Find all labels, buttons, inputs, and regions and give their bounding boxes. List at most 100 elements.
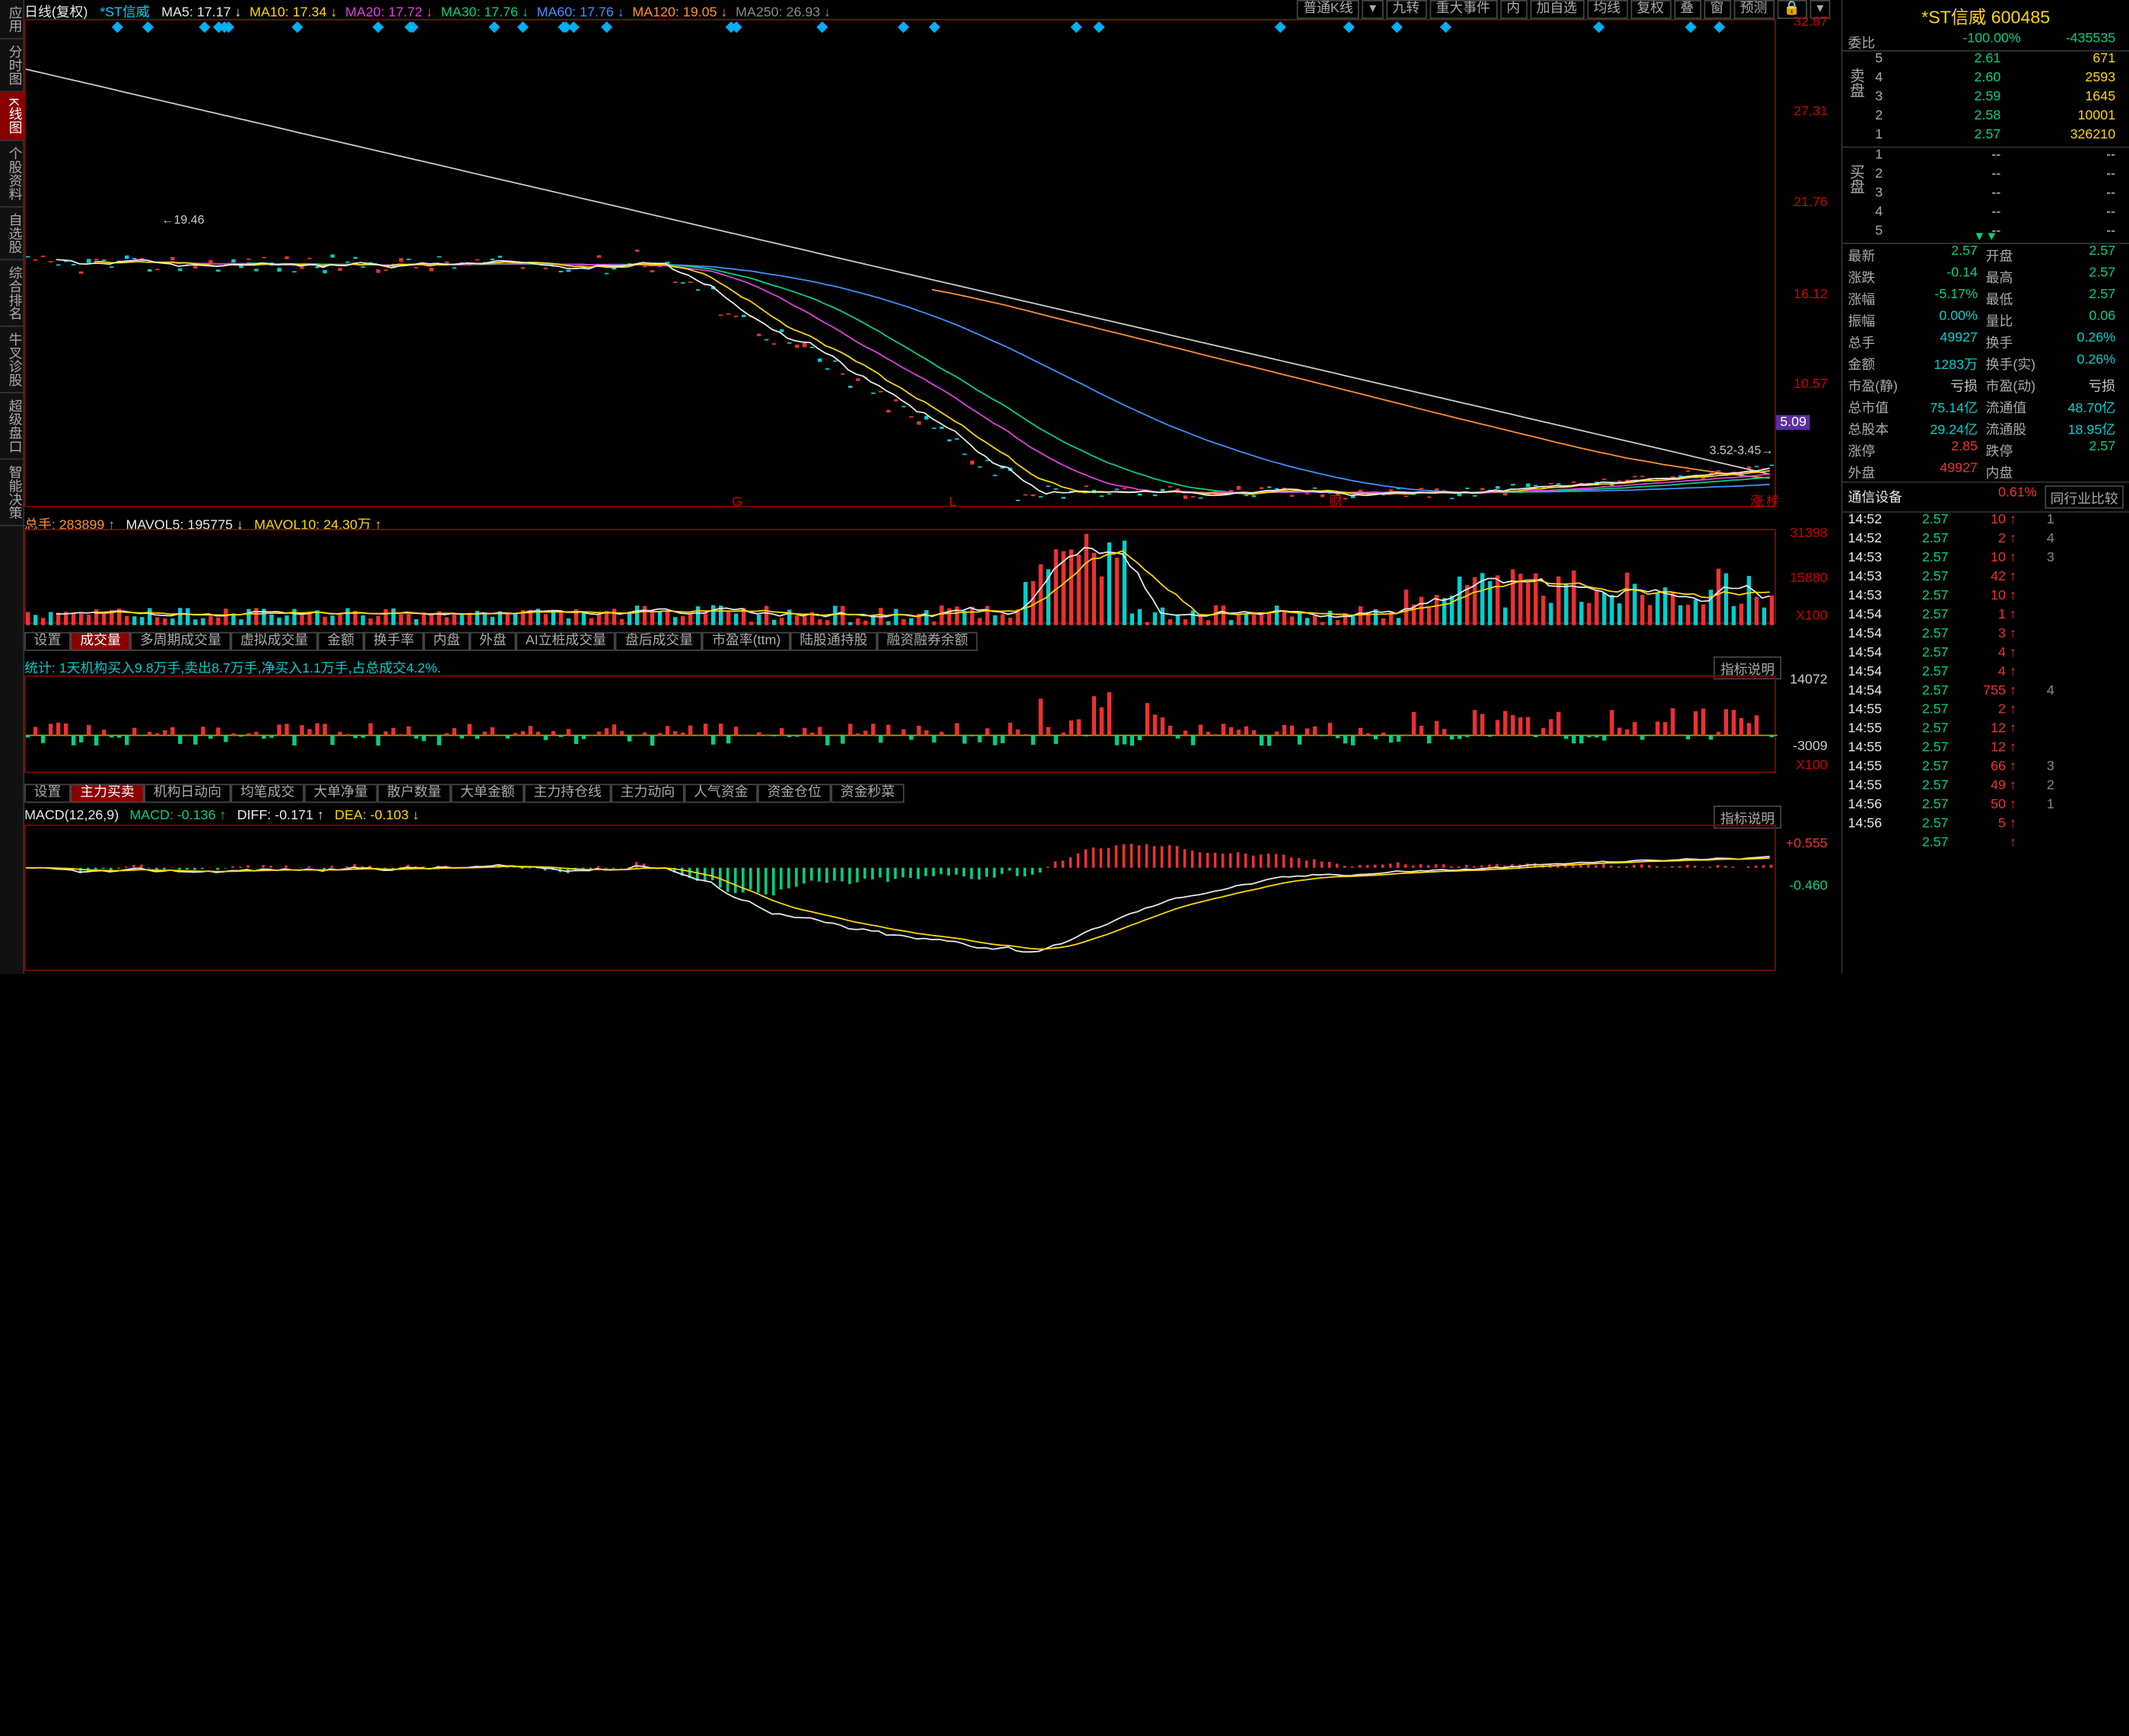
top-button[interactable]: 九转 xyxy=(1386,0,1427,19)
tick-row: 14:552.5749 ↑2 xyxy=(1848,778,2123,797)
sector-compare-button[interactable]: 同行业比较 xyxy=(2045,485,2124,508)
field-label: 跌停 xyxy=(1986,440,2038,460)
ma-indicator: MA20: 17.72 ↓ xyxy=(345,5,433,21)
tab[interactable]: 金额 xyxy=(318,632,364,651)
tick-row: 14:542.573 ↑ xyxy=(1848,627,2123,646)
book-row: 32.591645 xyxy=(1870,90,2129,109)
chart-title: 日线(复权) xyxy=(24,5,87,21)
tab[interactable]: 主力持仓线 xyxy=(524,784,611,803)
flow-y-axis: 14072-3009X100 xyxy=(1776,676,1830,773)
tab[interactable]: 主力买卖 xyxy=(71,784,144,803)
sector-change: 0.61% xyxy=(1998,485,2045,508)
tab[interactable]: 资金秒菜 xyxy=(831,784,904,803)
book-row: 52.61671 xyxy=(1870,52,2129,71)
left-tab-8[interactable]: 智能决策 xyxy=(0,459,26,526)
left-tab-6[interactable]: 牛叉诊股 xyxy=(0,326,26,393)
field-label: 总手 xyxy=(1848,331,1899,351)
tab[interactable]: 陆股通持股 xyxy=(790,632,877,651)
top-button[interactable]: 内 xyxy=(1500,0,1527,19)
field-value: 1283万 xyxy=(1899,353,1985,374)
tab[interactable]: 内盘 xyxy=(424,632,470,651)
tab[interactable]: 机构日动向 xyxy=(144,784,230,803)
svg-text:涨: 涨 xyxy=(1750,494,1764,509)
tick-row: 14:542.574 ↑ xyxy=(1848,665,2123,684)
stock-title: *ST信威 600485 xyxy=(1842,0,2129,31)
top-button[interactable]: 窗 xyxy=(1703,0,1730,19)
tab[interactable]: 融资融券余额 xyxy=(877,632,977,651)
field-label: 涨幅 xyxy=(1848,288,1899,308)
svg-text:L: L xyxy=(949,494,957,509)
field-value: 0.06 xyxy=(2038,309,2124,329)
field-label: 流通值 xyxy=(1986,396,2038,417)
tab[interactable]: 多周期成交量 xyxy=(130,632,230,651)
field-label: 量比 xyxy=(1986,309,2038,329)
macd-indicator: MACD: -0.136 ↑ xyxy=(129,809,226,824)
macd-y-axis: +0.555-0.460 xyxy=(1776,825,1830,971)
tab[interactable]: 成交量 xyxy=(71,632,131,651)
tab[interactable]: 散户数量 xyxy=(377,784,450,803)
volume-chart[interactable] xyxy=(24,529,1776,624)
svg-text:财: 财 xyxy=(1330,494,1343,509)
field-label: 总市值 xyxy=(1848,396,1899,417)
top-button[interactable]: 叠 xyxy=(1673,0,1701,19)
tick-row: 14:522.572 ↑4 xyxy=(1848,532,2123,551)
weibi-diff: -435535 xyxy=(2029,31,2124,50)
left-tab-2[interactable]: K线图 xyxy=(0,92,26,141)
left-tab-7[interactable]: 超级盘口 xyxy=(0,393,26,459)
top-button[interactable]: 均线 xyxy=(1587,0,1628,19)
field-label: 市盈(静) xyxy=(1848,374,1899,395)
y-tick: -0.460 xyxy=(1789,879,1828,894)
tab[interactable]: AI立桩成交量 xyxy=(516,632,615,651)
tab[interactable]: 人气资金 xyxy=(685,784,758,803)
top-button[interactable]: 加自选 xyxy=(1530,0,1584,19)
field-label: 内盘 xyxy=(1986,461,2038,482)
weibi-label: 委比 xyxy=(1848,31,1934,50)
tick-row: 14:552.572 ↑ xyxy=(1848,702,2123,721)
weibi-row: 委比 -100.00% -435535 xyxy=(1842,31,2129,50)
tab[interactable]: 设置 xyxy=(24,632,71,651)
field-label: 开盘 xyxy=(1986,244,2038,265)
field-value: 18.95亿 xyxy=(2038,418,2124,438)
volume-header: 总手: 283899 ↑MAVOL5: 195775 ↓MAVOL10: 24.… xyxy=(24,513,392,529)
macd-indicator: MACD(12,26,9) xyxy=(24,809,119,824)
tick-row: 14:562.575 ↑ xyxy=(1848,816,2123,835)
left-tab-3[interactable]: 个股资料 xyxy=(0,141,26,207)
tab[interactable]: 盘后成交量 xyxy=(615,632,702,651)
field-label: 市盈(动) xyxy=(1986,374,2038,395)
tab[interactable]: 换手率 xyxy=(364,632,424,651)
book-row: 12.57326210 xyxy=(1870,128,2129,147)
ma-indicator: MA5: 17.17 ↓ xyxy=(161,5,241,21)
field-label: 最新 xyxy=(1848,244,1899,265)
top-button[interactable]: 普通K线 xyxy=(1296,0,1359,19)
y-tick: 32.87 xyxy=(1794,14,1828,30)
price-chart[interactable]: ←19.463.52-3.45→GL财涨榜诊 xyxy=(24,19,1776,507)
macd-chart[interactable] xyxy=(24,825,1776,971)
tab[interactable]: 大单净量 xyxy=(304,784,377,803)
left-tab-0[interactable]: 应用 xyxy=(0,0,26,40)
left-tab-5[interactable]: 综合排名 xyxy=(0,260,26,326)
tick-row: 14:552.5766 ↑3 xyxy=(1848,759,2123,778)
quote-fields: 最新 2.57 开盘 2.57涨跌 -0.14 最高 2.57涨幅 -5.17%… xyxy=(1842,244,2129,482)
tab[interactable]: 设置 xyxy=(24,784,71,803)
left-tab-4[interactable]: 自选股 xyxy=(0,207,26,260)
field-label: 换手 xyxy=(1986,331,2038,351)
tab[interactable]: 均笔成交 xyxy=(230,784,303,803)
volume-y-axis: 3139815880X100 xyxy=(1776,529,1830,624)
field-label: 流通股 xyxy=(1986,418,2038,438)
tab[interactable]: 外盘 xyxy=(470,632,516,651)
top-button[interactable]: 重大事件 xyxy=(1429,0,1497,19)
capital-flow-chart[interactable] xyxy=(24,676,1776,773)
field-value: 29.24亿 xyxy=(1899,418,1985,438)
tab[interactable]: 主力动向 xyxy=(611,784,684,803)
field-label: 金额 xyxy=(1848,353,1899,374)
top-button[interactable]: ▾ xyxy=(1362,0,1383,19)
tick-row: 14:542.574 ↑ xyxy=(1848,646,2123,665)
left-tab-1[interactable]: 分时图 xyxy=(0,40,26,93)
field-value: 2.57 xyxy=(1899,244,1985,265)
top-button[interactable]: 复权 xyxy=(1630,0,1671,19)
tab[interactable]: 虚拟成交量 xyxy=(230,632,317,651)
tab[interactable]: 资金仓位 xyxy=(758,784,831,803)
tab[interactable]: 大单金额 xyxy=(451,784,524,803)
tab[interactable]: 市盈率(ttm) xyxy=(703,632,790,651)
top-button[interactable]: 预测 xyxy=(1733,0,1775,19)
